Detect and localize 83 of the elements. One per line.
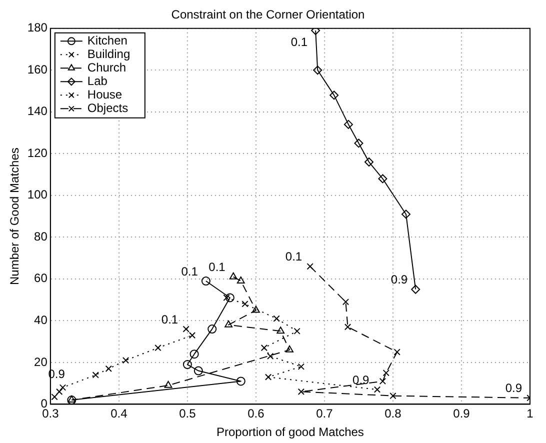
- point: [59, 384, 66, 391]
- x-tick-label: 0.5: [179, 406, 196, 421]
- x-tick-label: 0.9: [453, 406, 470, 421]
- x-tick-label: 0.8: [384, 406, 402, 421]
- point: [298, 363, 304, 370]
- y-tick-label: 80: [34, 229, 48, 244]
- x-tick-label: 0.4: [110, 406, 128, 421]
- point: [344, 120, 353, 129]
- legend-label: Building: [87, 46, 130, 61]
- point: [122, 357, 130, 364]
- point: [105, 365, 112, 372]
- point: [236, 276, 245, 284]
- point: [182, 360, 192, 370]
- point: [223, 294, 230, 302]
- x-axis-title: Proportion of good Matches: [216, 425, 364, 440]
- point: [382, 370, 390, 376]
- point: [242, 300, 248, 308]
- y-tick-label: 140: [27, 104, 48, 118]
- legend-label: House: [87, 87, 122, 102]
- y-tick-label: 180: [27, 20, 48, 35]
- point: [51, 394, 58, 400]
- y-tick-label: 20: [34, 354, 48, 369]
- point: [330, 90, 339, 100]
- annotation: 0.9: [352, 372, 370, 387]
- point: [260, 344, 268, 352]
- point: [92, 372, 99, 378]
- legend-label: Objects: [87, 100, 128, 115]
- point: [267, 352, 274, 360]
- point: [190, 350, 199, 359]
- x-tick-label: 0.6: [248, 406, 265, 421]
- y-axis-title: Number of Good Matches: [8, 148, 22, 286]
- legend-label: Church: [87, 60, 126, 74]
- point: [264, 374, 272, 380]
- point: [154, 344, 162, 352]
- point: [401, 210, 410, 219]
- point: [229, 272, 238, 280]
- point: [252, 306, 260, 313]
- point: [354, 138, 364, 148]
- point: [201, 276, 210, 286]
- point: [379, 378, 386, 385]
- point: [188, 332, 196, 339]
- annotation: 0.1: [290, 34, 308, 49]
- point: [164, 380, 172, 388]
- point: [273, 315, 280, 322]
- point: [224, 320, 233, 328]
- chart-title: Constraint on the Corner Orientation: [171, 8, 365, 22]
- y-tick-label: 160: [27, 62, 48, 76]
- legend-label: Lab: [87, 74, 108, 88]
- point: [194, 366, 203, 376]
- point: [286, 345, 294, 352]
- point: [225, 293, 234, 302]
- point: [313, 66, 322, 75]
- x-tick-label: 1: [526, 406, 534, 421]
- annotation: 0.9: [390, 272, 408, 287]
- point: [344, 324, 352, 330]
- point: [56, 388, 63, 395]
- annotation: 0.1: [285, 250, 302, 264]
- point: [364, 158, 374, 167]
- legend-label: Kitchen: [87, 33, 128, 48]
- point: [394, 348, 400, 356]
- point: [276, 326, 285, 334]
- point: [294, 328, 300, 334]
- y-tick-label: 60: [34, 271, 48, 286]
- annotation: 0.9: [505, 381, 522, 396]
- y-tick-label: 120: [27, 146, 48, 160]
- point: [182, 326, 190, 332]
- point: [298, 388, 304, 395]
- point: [411, 284, 420, 294]
- annotation: 0.1: [161, 312, 178, 326]
- y-tick-label: 40: [34, 313, 48, 327]
- point: [306, 263, 314, 270]
- point: [311, 28, 320, 35]
- x-tick-label: 0.3: [42, 406, 60, 421]
- point: [236, 376, 246, 386]
- y-tick-label: 100: [27, 188, 48, 202]
- point: [390, 392, 396, 400]
- annotation: 0.1: [208, 260, 226, 274]
- point: [378, 174, 388, 184]
- point: [374, 386, 381, 393]
- annotation: 0.1: [181, 264, 198, 278]
- point: [208, 324, 217, 334]
- point: [342, 298, 350, 306]
- x-tick-label: 0.7: [316, 406, 334, 421]
